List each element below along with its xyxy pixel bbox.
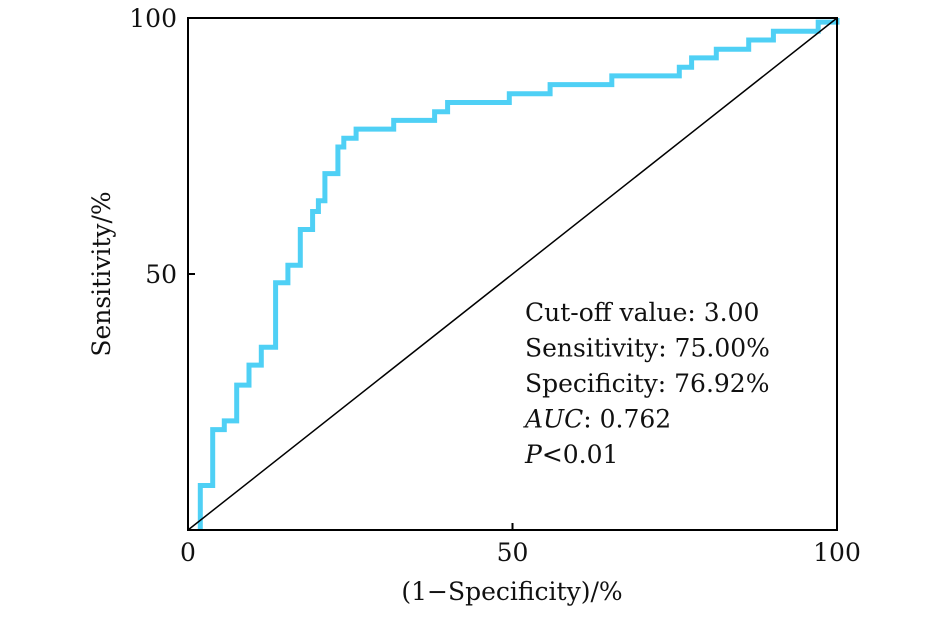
annotation-value: <0.01 [542,440,619,469]
annotation-value: : 75.00% [658,334,770,363]
roc-curve [197,18,840,530]
x-tick-label: 50 [497,538,529,567]
annotation-label: Sensitivity [525,334,659,363]
x-tick-label: 100 [813,538,861,567]
annotation-value: : 3.00 [687,298,759,327]
annotation-label: Specificity [525,369,659,398]
annotation-line: AUC: 0.762 [523,405,671,434]
annotation-line: Cut-off value: 3.00 [525,298,759,327]
annotation-block: Cut-off value: 3.00 Sensitivity: 75.00% Sp… [523,298,770,469]
y-axis-label: Sensitivity/% [87,191,116,356]
x-axis-label: (1−Specificity)/% [401,577,622,606]
annotation-label: P [524,440,543,469]
annotation-label: AUC [523,405,583,434]
series-layer [187,17,840,531]
annotation-line: Sensitivity: 75.00% [525,334,770,363]
y-tick-label: 100 [129,4,177,33]
x-tick-label: 0 [180,538,196,567]
ticks-layer: 0 50 100 50 100 [129,4,861,567]
annotation-value: : 76.92% [658,369,770,398]
annotation-label: Cut-off value [525,298,687,327]
annotation-value: : 0.762 [583,405,671,434]
annotation-line: Specificity: 76.92% [525,369,769,398]
annotation-line: P<0.01 [524,440,618,469]
reference-diagonal [187,17,838,531]
y-tick-label: 50 [145,260,177,289]
